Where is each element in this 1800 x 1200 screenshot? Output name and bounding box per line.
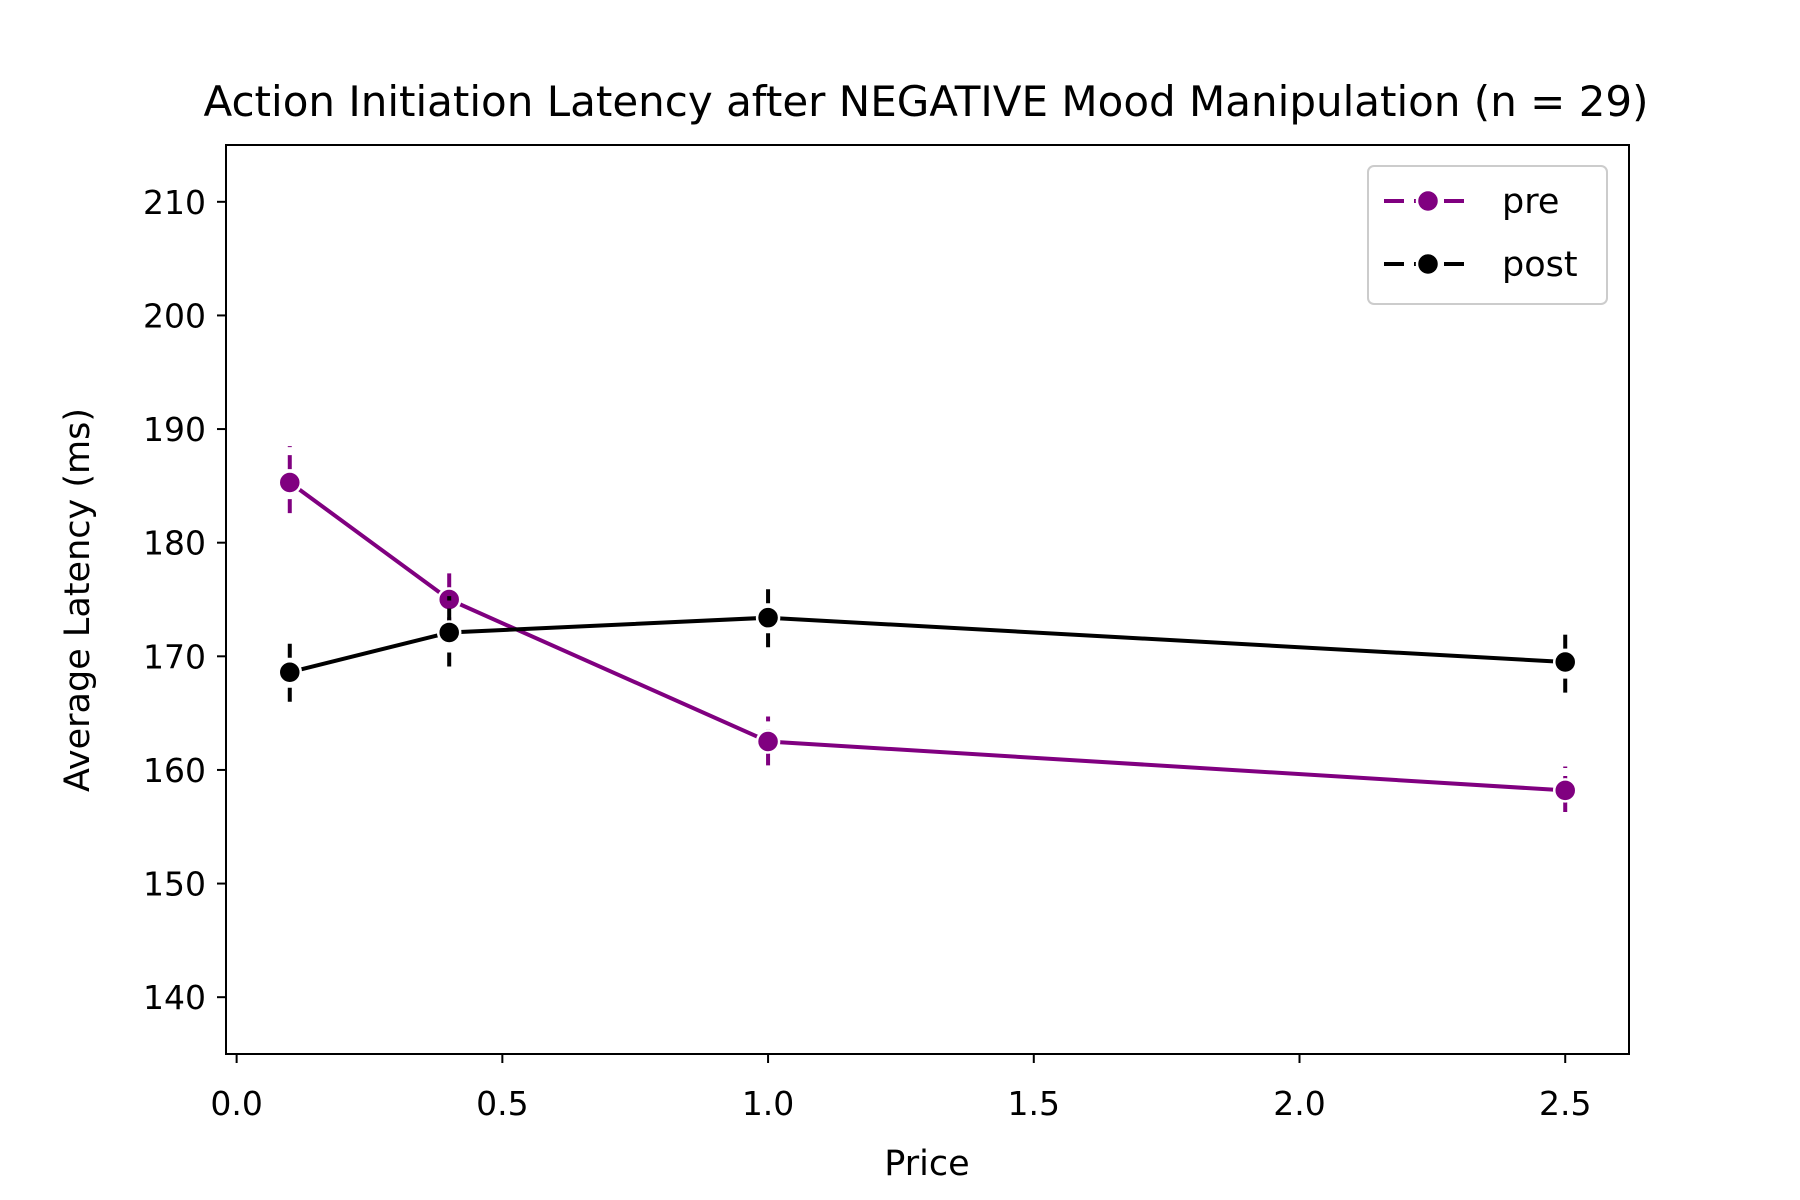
y-tick-label: 180: [143, 524, 206, 563]
legend-swatch-marker: [1415, 188, 1441, 214]
legend-label: post: [1502, 245, 1578, 285]
x-axis-label: Price: [884, 1144, 969, 1184]
data-point-post: [277, 659, 303, 685]
x-tick-label: 0.0: [210, 1084, 262, 1123]
y-tick-label: 140: [143, 978, 206, 1017]
y-tick-label: 150: [143, 865, 206, 904]
y-tick-label: 190: [143, 410, 206, 449]
y-tick-label: 200: [143, 296, 206, 335]
data-point-pre: [1552, 778, 1578, 803]
plot-frame: [225, 144, 1630, 1055]
x-tick-label: 2.5: [1539, 1084, 1591, 1123]
legend-swatch-marker: [1415, 251, 1441, 277]
y-tick-label: 170: [143, 637, 206, 676]
y-tick-label: 210: [143, 183, 206, 222]
chart-title: Action Initiation Latency after NEGATIVE…: [203, 77, 1648, 126]
y-tick-label: 160: [143, 751, 206, 790]
series-line-pre: [288, 480, 1566, 793]
data-point-post: [755, 605, 781, 630]
x-tick-label: 0.5: [476, 1084, 528, 1123]
x-tick-label: 1.5: [1008, 1084, 1060, 1123]
data-point-pre: [277, 470, 303, 495]
data-point-post: [436, 620, 462, 645]
x-tick-label: 1.0: [742, 1084, 794, 1123]
legend-label: pre: [1502, 182, 1559, 222]
data-point-post: [1552, 649, 1578, 675]
series-line-post: [289, 615, 1566, 675]
data-point-pre: [755, 729, 781, 754]
x-tick-label: 2.0: [1273, 1084, 1325, 1123]
y-axis-label: Average Latency (ms): [58, 408, 98, 792]
